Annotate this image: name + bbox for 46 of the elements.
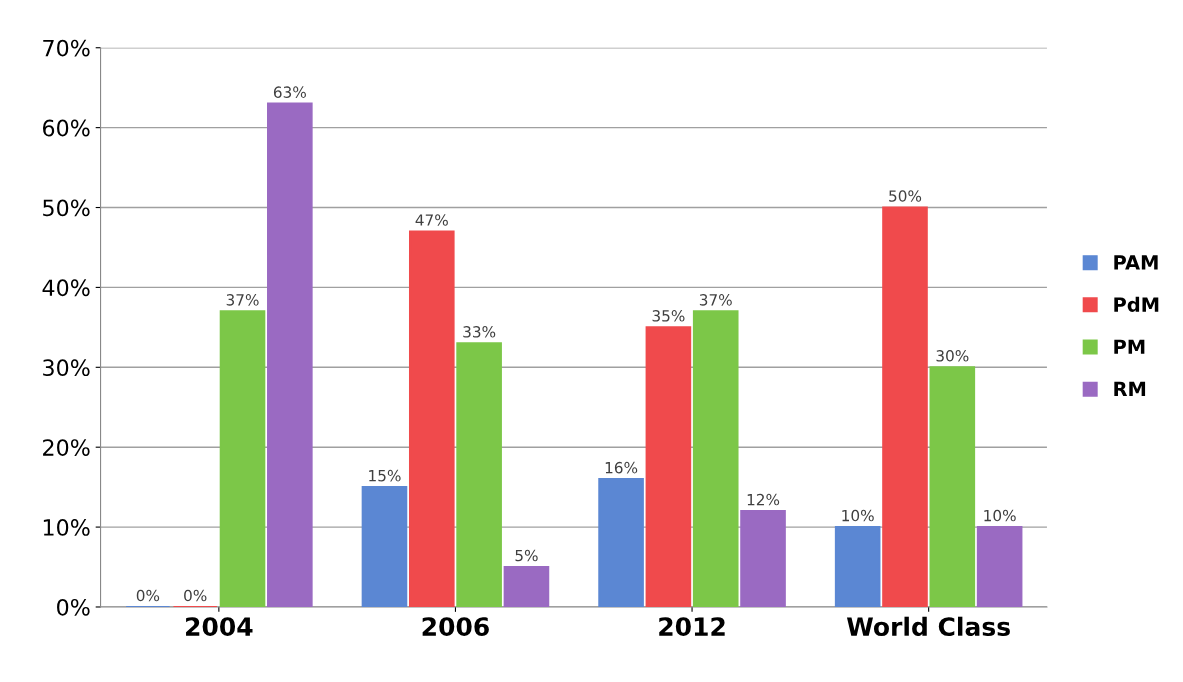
bar (408, 230, 455, 607)
legend-label: PdM (1114, 296, 1159, 312)
data-label: 63% (273, 86, 306, 98)
bar (929, 366, 976, 607)
bar (361, 486, 408, 607)
data-label: 12% (747, 493, 780, 506)
legend-label: RM (1114, 381, 1146, 396)
data-label: 10% (842, 509, 874, 522)
data-label: 50% (889, 190, 922, 202)
y-tick-label: 0% (57, 598, 90, 616)
data-label: 47% (415, 214, 448, 226)
y-tick-label: 60% (42, 119, 90, 137)
bar (976, 526, 1023, 607)
bar (598, 478, 644, 607)
x-tick-label: 2012 (659, 617, 725, 637)
legend-label: PAM (1114, 255, 1158, 270)
data-label: 30% (936, 350, 969, 362)
x-tick-label: 2004 (186, 617, 253, 637)
data-label: 15% (369, 469, 401, 482)
y-tick-label: 50% (43, 199, 90, 217)
data-label: 37% (699, 294, 732, 306)
data-label: 5% (515, 549, 538, 562)
bar (740, 510, 786, 607)
data-label: 0% (184, 589, 207, 602)
data-label: 16% (605, 461, 638, 474)
y-tick-label: 70% (43, 39, 90, 57)
legend-label: PM (1114, 339, 1145, 354)
x-tick-label: World Class (846, 616, 1010, 637)
bar (692, 310, 739, 607)
y-tick-label: 20% (43, 439, 90, 456)
bar (645, 326, 692, 607)
y-tick-label: 30% (43, 359, 90, 377)
data-label: 0% (136, 589, 160, 602)
bar (456, 342, 502, 607)
y-tick-label: 40% (42, 279, 90, 297)
x-tick-label: 2006 (422, 617, 489, 637)
bar (267, 102, 313, 607)
bar (503, 565, 550, 607)
data-label: 33% (463, 326, 496, 338)
data-label: 37% (226, 294, 259, 306)
data-label: 35% (652, 310, 685, 322)
bar (219, 310, 266, 607)
bar (834, 526, 881, 607)
bar (882, 206, 928, 607)
y-tick-label: 10% (43, 519, 90, 536)
data-label: 10% (984, 509, 1016, 522)
